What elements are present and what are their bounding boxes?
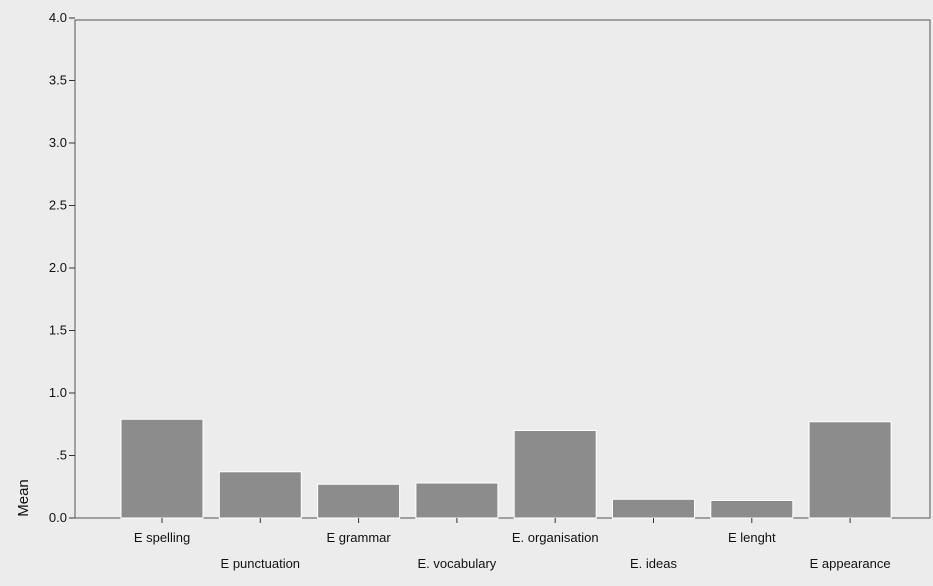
plot-area — [74, 19, 931, 519]
x-category-label: E. ideas — [630, 556, 677, 571]
bar — [218, 471, 302, 519]
x-category-label: E. vocabulary — [418, 556, 497, 571]
y-tick-label: .5 — [56, 448, 67, 463]
x-axis: E spelling E punctuation E grammar E. vocab… — [134, 518, 891, 571]
bars-group — [120, 418, 892, 519]
y-tick-label: 3.5 — [49, 73, 67, 88]
bar — [415, 482, 499, 519]
x-category-label: E appearance — [810, 556, 891, 571]
y-axis: 0.0 .5 1.0 1.5 2.0 2.5 3.0 3.5 4.0 — [49, 10, 75, 525]
x-category-label: E spelling — [134, 530, 190, 545]
y-axis-label: Mean — [15, 479, 32, 517]
bar — [513, 430, 597, 519]
y-tick-label: 0.0 — [49, 510, 67, 525]
x-category-label: E. organisation — [512, 530, 599, 545]
bar — [612, 498, 695, 519]
y-tick-label: 2.5 — [49, 198, 67, 213]
bar — [808, 421, 892, 519]
y-tick-label: 4.0 — [49, 10, 67, 25]
y-tick-label: 2.0 — [49, 260, 67, 275]
bar — [317, 483, 401, 519]
y-tick-label: 1.5 — [49, 323, 67, 338]
x-category-label: E punctuation — [221, 556, 301, 571]
x-category-label: E lenght — [728, 530, 776, 545]
bar — [710, 500, 794, 519]
y-tick-label: 1.0 — [49, 385, 67, 400]
y-tick-label: 3.0 — [49, 135, 67, 150]
x-category-label: E grammar — [326, 530, 391, 545]
bar — [120, 418, 204, 519]
